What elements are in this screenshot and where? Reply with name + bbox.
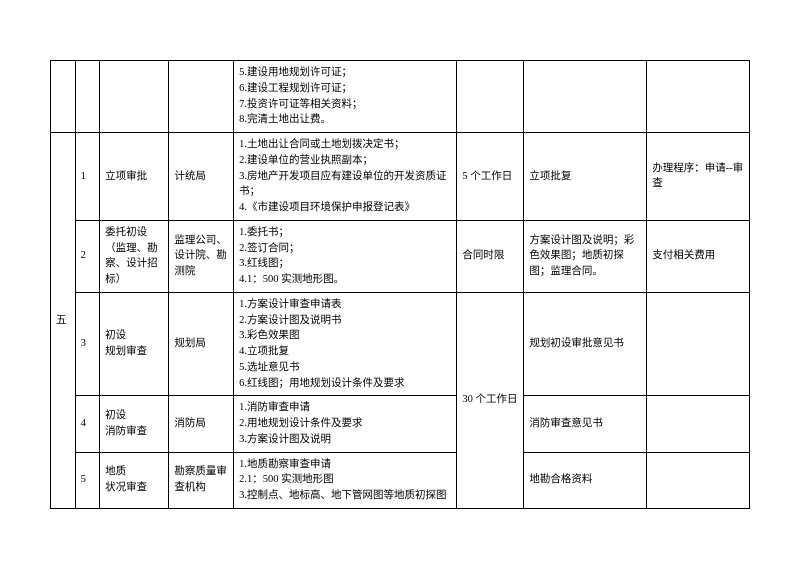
material-item: 5.建设用地规划许可证； bbox=[239, 65, 451, 81]
cell-duration-merged: 30 个工作日 bbox=[457, 292, 524, 508]
cell-item: 立项审批 bbox=[100, 133, 169, 221]
cell-empty bbox=[647, 61, 750, 133]
material-item: 2.用地规划设计条件及要求 bbox=[239, 416, 451, 432]
table-row: 2 委托初设（监理、勘察、设计招标） 监理公司、设计院、勘测院 1.委托书； 2… bbox=[51, 220, 750, 292]
cell-dept: 勘察质量审查机构 bbox=[169, 452, 234, 508]
material-item: 4.立项批复 bbox=[239, 344, 451, 360]
material-item: 4.1：500 实测地形图。 bbox=[239, 272, 451, 288]
material-item: 1.委托书； bbox=[239, 225, 451, 241]
table-row: 5 地质 状况审查 勘察质量审查机构 1.地质勘察审查申请 2.1：500 实测… bbox=[51, 452, 750, 508]
material-item: 3.方案设计图及说明 bbox=[239, 432, 451, 448]
material-item: 2.方案设计图及说明书 bbox=[239, 313, 451, 329]
cell-num: 3 bbox=[75, 292, 100, 396]
material-item: 6.建设工程规划许可证； bbox=[239, 81, 451, 97]
cell-materials: 5.建设用地规划许可证； 6.建设工程规划许可证； 7.投资许可证等相关资料； … bbox=[234, 61, 457, 133]
cell-materials: 1.委托书； 2.签订合同； 3.红线图； 4.1：500 实测地形图。 bbox=[234, 220, 457, 292]
cell-num: 5 bbox=[75, 452, 100, 508]
material-item: 1.土地出让合同或土地划拨决定书； bbox=[239, 137, 451, 153]
cell-empty bbox=[169, 61, 234, 133]
cell-item: 地质 状况审查 bbox=[100, 452, 169, 508]
table-row: 4 初设 消防审查 消防局 1.消防审查申请 2.用地规划设计条件及要求 3.方… bbox=[51, 396, 750, 452]
table-row-top: 5.建设用地规划许可证； 6.建设工程规划许可证； 7.投资许可证等相关资料； … bbox=[51, 61, 750, 133]
cell-output: 地勘合格资料 bbox=[524, 452, 647, 508]
cell-materials: 1.地质勘察审查申请 2.1：500 实测地形图 3.控制点、地标高、地下管网图… bbox=[234, 452, 457, 508]
material-item: 3.房地产开发项目应有建设单位的开发资质证书； bbox=[239, 169, 451, 201]
cell-procedure bbox=[647, 292, 750, 396]
cell-dept: 计统局 bbox=[169, 133, 234, 221]
cell-procedure: 支付相关费用 bbox=[647, 220, 750, 292]
cell-dept: 规划局 bbox=[169, 292, 234, 396]
cell-duration: 合同时限 bbox=[457, 220, 524, 292]
cell-output: 规划初设审批意见书 bbox=[524, 292, 647, 396]
cell-item: 委托初设（监理、勘察、设计招标） bbox=[100, 220, 169, 292]
section-label: 五 bbox=[51, 133, 76, 509]
material-item: 1.消防审查申请 bbox=[239, 400, 451, 416]
cell-empty bbox=[524, 61, 647, 133]
cell-empty bbox=[51, 61, 76, 133]
cell-materials: 1.消防审查申请 2.用地规划设计条件及要求 3.方案设计图及说明 bbox=[234, 396, 457, 452]
material-item: 3.彩色效果图 bbox=[239, 328, 451, 344]
material-item: 1.地质勘察审查申请 bbox=[239, 457, 451, 473]
material-item: 1.方案设计审查申请表 bbox=[239, 297, 451, 313]
cell-num: 2 bbox=[75, 220, 100, 292]
table-row: 3 初设 规划审查 规划局 1.方案设计审查申请表 2.方案设计图及说明书 3.… bbox=[51, 292, 750, 396]
cell-num: 4 bbox=[75, 396, 100, 452]
material-item: 2.签订合同； bbox=[239, 241, 451, 257]
cell-num: 1 bbox=[75, 133, 100, 221]
cell-output: 立项批复 bbox=[524, 133, 647, 221]
material-item: 8.完清土地出让费。 bbox=[239, 112, 451, 128]
cell-dept: 消防局 bbox=[169, 396, 234, 452]
material-item: 2.1：500 实测地形图 bbox=[239, 472, 451, 488]
cell-output: 方案设计图及说明；彩色效果图；地质初探图；监理合同。 bbox=[524, 220, 647, 292]
material-item: 3.红线图； bbox=[239, 256, 451, 272]
cell-procedure bbox=[647, 396, 750, 452]
material-item: 3.控制点、地标高、地下管网图等地质初探图 bbox=[239, 488, 451, 504]
cell-materials: 1.土地出让合同或土地划拨决定书； 2.建设单位的营业执照副本； 3.房地产开发… bbox=[234, 133, 457, 221]
material-item: 6.红线图；用地规划设计条件及要求 bbox=[239, 376, 451, 392]
cell-materials: 1.方案设计审查申请表 2.方案设计图及说明书 3.彩色效果图 4.立项批复 5… bbox=[234, 292, 457, 396]
cell-procedure: 办理程序：申请--审查 bbox=[647, 133, 750, 221]
cell-output: 消防审查意见书 bbox=[524, 396, 647, 452]
approval-table: 5.建设用地规划许可证； 6.建设工程规划许可证； 7.投资许可证等相关资料； … bbox=[50, 60, 750, 509]
cell-empty bbox=[75, 61, 100, 133]
cell-item: 初设 消防审查 bbox=[100, 396, 169, 452]
material-item: 7.投资许可证等相关资料； bbox=[239, 97, 451, 113]
material-item: 2.建设单位的营业执照副本； bbox=[239, 153, 451, 169]
cell-dept: 监理公司、设计院、勘测院 bbox=[169, 220, 234, 292]
material-item: 4.《市建设项目环境保护申报登记表》 bbox=[239, 200, 451, 216]
cell-item: 初设 规划审查 bbox=[100, 292, 169, 396]
cell-empty bbox=[457, 61, 524, 133]
cell-procedure bbox=[647, 452, 750, 508]
cell-empty bbox=[100, 61, 169, 133]
table-row: 五 1 立项审批 计统局 1.土地出让合同或土地划拨决定书； 2.建设单位的营业… bbox=[51, 133, 750, 221]
material-item: 5.选址意见书 bbox=[239, 360, 451, 376]
cell-duration: 5 个工作日 bbox=[457, 133, 524, 221]
